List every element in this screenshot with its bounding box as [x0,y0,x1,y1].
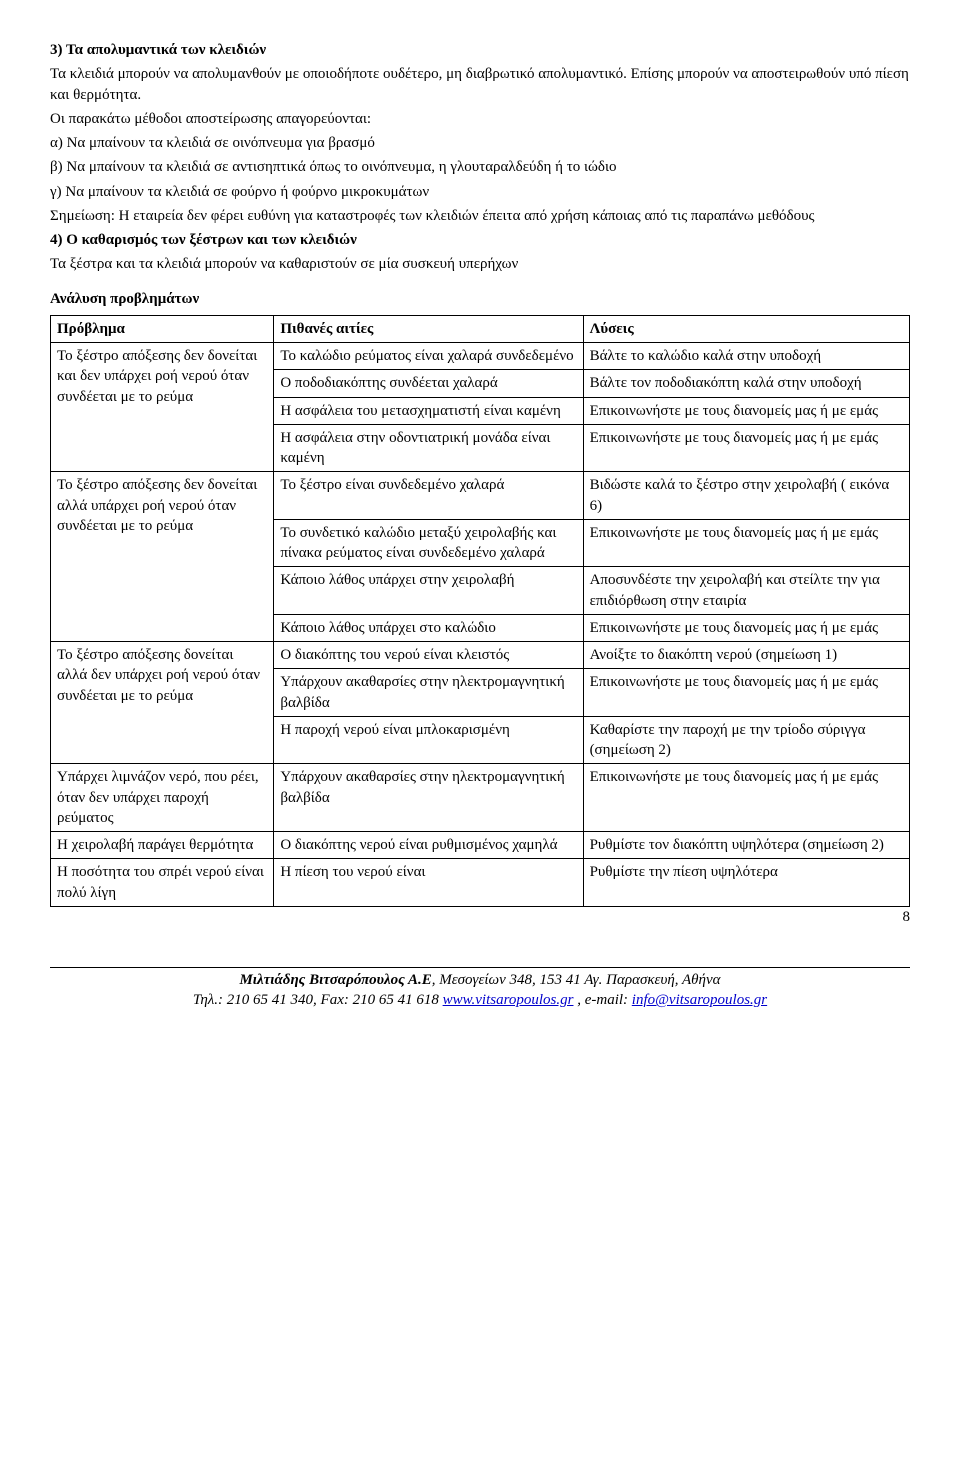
cell-cause: Το καλώδιο ρεύματος είναι χαλαρά συνδεδε… [274,343,583,370]
cell-problem: Υπάρχει λιμνάζον νερό, που ρέει, όταν δε… [51,764,274,832]
cell-solution: Επικοινωνήστε με τους διανομείς μας ή με… [583,424,909,472]
section3-p1: Τα κλειδιά μπορούν να απολυμανθούν με οπ… [50,64,910,105]
cell-problem: Το ξέστρο απόξεσης δεν δονείται και δεν … [51,343,274,472]
footer-link-email[interactable]: info@vitsaropoulos.gr [632,992,767,1008]
table-row: Υπάρχει λιμνάζον νερό, που ρέει, όταν δε… [51,764,910,832]
cell-cause: Η ασφάλεια στην οδοντιατρική μονάδα είνα… [274,424,583,472]
cell-cause: Υπάρχουν ακαθαρσίες στην ηλεκτρομαγνητικ… [274,764,583,832]
cell-solution: Καθαρίστε την παροχή με την τρίοδο σύριγ… [583,716,909,764]
footer-phone: Τηλ.: 210 65 41 340, Fax: 210 65 41 618 [193,992,443,1008]
th-solution: Λύσεις [583,315,909,342]
section4-heading: 4) Ο καθαρισμός των ξέστρων και των κλει… [50,232,357,248]
cell-problem: Η χειρολαβή παράγει θερμότητα [51,832,274,859]
section3-a: α) Να μπαίνουν τα κλειδιά σε οινόπνευμα … [50,133,910,153]
cell-solution: Αποσυνδέστε την χειρολαβή και στείλτε τη… [583,567,909,615]
cell-cause: Το ξέστρο είναι συνδεδεμένο χαλαρά [274,472,583,520]
section3-p2: Οι παρακάτω μέθοδοι αποστείρωσης απαγορε… [50,109,910,129]
cell-cause: Η παροχή νερού είναι μπλοκαρισμένη [274,716,583,764]
table-header-row: Πρόβλημα Πιθανές αιτίες Λύσεις [51,315,910,342]
cell-solution: Επικοινωνήστε με τους διανομείς μας ή με… [583,614,909,641]
page-number: 8 [50,907,910,927]
cell-cause: Ο ποδοδιακόπτης συνδέεται χαλαρά [274,370,583,397]
cell-solution: Επικοινωνήστε με τους διανομείς μας ή με… [583,669,909,717]
cell-solution: Επικοινωνήστε με τους διανομείς μας ή με… [583,519,909,567]
table-row: Το ξέστρο απόξεσης δεν δονείται αλλά υπά… [51,472,910,520]
th-cause: Πιθανές αιτίες [274,315,583,342]
table-row: Η χειρολαβή παράγει θερμότητα Ο διακόπτη… [51,832,910,859]
table-row: Το ξέστρο απόξεσης δονείται αλλά δεν υπά… [51,642,910,669]
footer-mid: , e-mail: [573,992,631,1008]
cell-cause: Η πίεση του νερού είναι [274,859,583,907]
cell-solution: Ρυθμίστε την πίεση υψηλότερα [583,859,909,907]
cell-problem: Το ξέστρο απόξεσης δονείται αλλά δεν υπά… [51,642,274,764]
table-row: Η ποσότητα του σπρέι νερού είναι πολύ λί… [51,859,910,907]
cell-cause: Η ασφάλεια του μετασχηματιστή είναι καμέ… [274,397,583,424]
footer-company: Μιλτιάδης Βιτσαρόπουλος Α.Ε [239,972,431,988]
table-row: Το ξέστρο απόξεσης δεν δονείται και δεν … [51,343,910,370]
cell-cause: Κάποιο λάθος υπάρχει στο καλώδιο [274,614,583,641]
cell-problem: Το ξέστρο απόξεσης δεν δονείται αλλά υπά… [51,472,274,642]
cell-solution: Ανοίξτε το διακόπτη νερού (σημείωση 1) [583,642,909,669]
cell-solution: Επικοινωνήστε με τους διανομείς μας ή με… [583,397,909,424]
cell-cause: Κάποιο λάθος υπάρχει στην χειρολαβή [274,567,583,615]
footer-link-web[interactable]: www.vitsaropoulos.gr [443,992,574,1008]
section4-p: Τα ξέστρα και τα κλειδιά μπορούν να καθα… [50,254,910,274]
cell-cause: Ο διακόπτης νερού είναι ρυθμισμένος χαμη… [274,832,583,859]
cell-solution: Ρυθμίστε τον διακόπτη υψηλότερα (σημείωσ… [583,832,909,859]
th-problem: Πρόβλημα [51,315,274,342]
footer-address: , Μεσογείων 348, 153 41 Αγ. Παρασκευή, Α… [432,972,721,988]
cell-cause: Το συνδετικό καλώδιο μεταξύ χειρολαβής κ… [274,519,583,567]
section3-note: Σημείωση: Η εταιρεία δεν φέρει ευθύνη γι… [50,206,910,226]
section3-heading: 3) Τα απολυμαντικά των κλειδιών [50,42,266,58]
cell-solution: Βάλτε τον ποδοδιακόπτη καλά στην υποδοχή [583,370,909,397]
analysis-heading: Ανάλυση προβλημάτων [50,291,199,307]
footer: Μιλτιάδης Βιτσαρόπουλος Α.Ε, Μεσογείων 3… [50,967,910,1011]
cell-solution: Βάλτε το καλώδιο καλά στην υποδοχή [583,343,909,370]
section3-b: β) Να μπαίνουν τα κλειδιά σε αντισηπτικά… [50,157,910,177]
cell-solution: Επικοινωνήστε με τους διανομείς μας ή με… [583,764,909,832]
troubleshooting-table: Πρόβλημα Πιθανές αιτίες Λύσεις Το ξέστρο… [50,315,910,907]
cell-problem: Η ποσότητα του σπρέι νερού είναι πολύ λί… [51,859,274,907]
cell-solution: Βιδώστε καλά το ξέστρο στην χειρολαβή ( … [583,472,909,520]
cell-cause: Υπάρχουν ακαθαρσίες στην ηλεκτρομαγνητικ… [274,669,583,717]
cell-cause: Ο διακόπτης του νερού είναι κλειστός [274,642,583,669]
section3-c: γ) Να μπαίνουν τα κλειδιά σε φούρνο ή φο… [50,182,910,202]
